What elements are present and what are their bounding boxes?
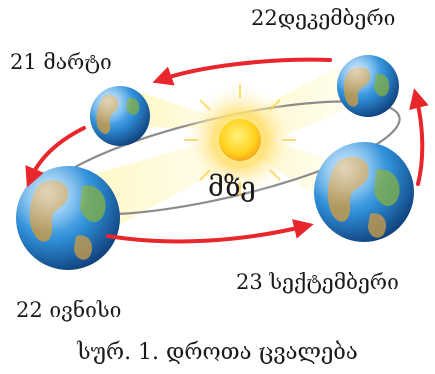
arrow-december-to-march bbox=[152, 57, 332, 86]
label-december: 22დეკემბერი bbox=[251, 6, 396, 30]
earth-march bbox=[90, 86, 150, 146]
figure-caption: სურ. 1. დროთა ცვალება bbox=[77, 340, 358, 365]
label-september: 23 სექტემბერი bbox=[236, 270, 399, 294]
sun bbox=[182, 82, 298, 198]
arrow-march-to-june bbox=[25, 126, 86, 188]
arrow-june-to-september bbox=[106, 219, 314, 244]
arrow-september-to-december bbox=[409, 88, 429, 186]
label-march: 21 მარტი bbox=[10, 50, 112, 74]
label-sun: მზე bbox=[208, 172, 256, 203]
earth-december bbox=[337, 55, 399, 117]
earth-june bbox=[16, 166, 120, 270]
sun-spikes bbox=[184, 84, 296, 196]
orbit-direction-arrows bbox=[25, 57, 429, 244]
earth-september bbox=[314, 142, 414, 242]
label-june: 22 ივნისი bbox=[16, 298, 122, 322]
sun-disc bbox=[219, 119, 261, 161]
